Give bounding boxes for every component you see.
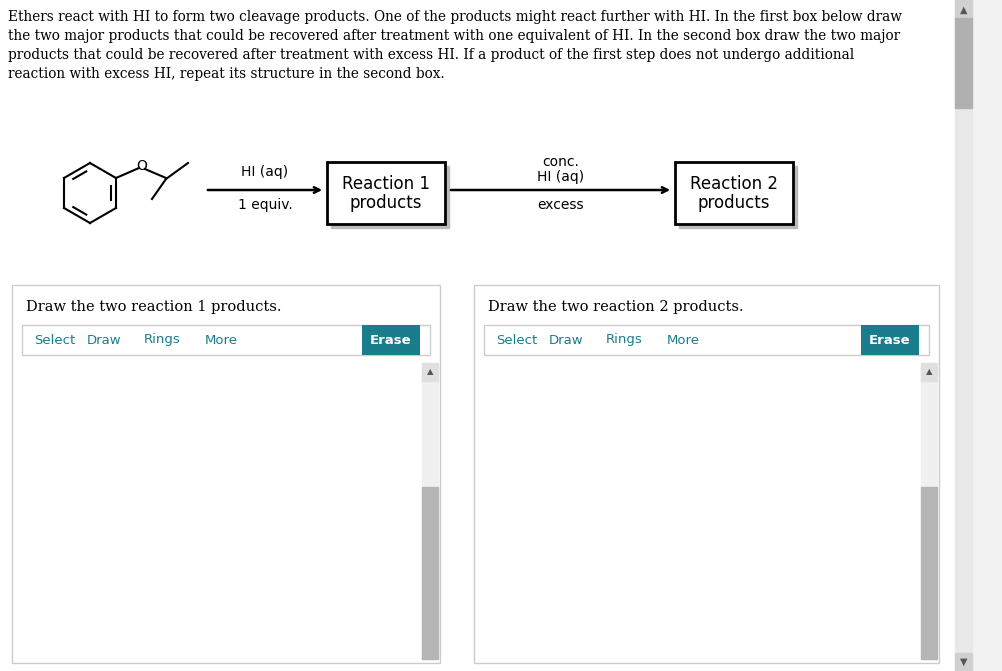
Bar bbox=[484, 325, 928, 355]
Bar bbox=[422, 487, 438, 659]
Text: Ethers react with HI to form two cleavage products. One of the products might re: Ethers react with HI to form two cleavag… bbox=[8, 10, 901, 24]
Text: Reaction 2: Reaction 2 bbox=[689, 175, 778, 193]
Text: Draw the two reaction 2 products.: Draw the two reaction 2 products. bbox=[488, 300, 742, 314]
Text: ▲: ▲ bbox=[925, 368, 931, 376]
Text: ▼: ▼ bbox=[959, 657, 966, 667]
Text: conc.: conc. bbox=[541, 155, 578, 169]
Text: Erase: Erase bbox=[370, 333, 412, 346]
Bar bbox=[422, 363, 438, 381]
Bar bbox=[331, 166, 449, 228]
Text: Select: Select bbox=[496, 333, 537, 346]
Bar bbox=[474, 285, 938, 663]
Text: 1 equiv.: 1 equiv. bbox=[237, 198, 293, 212]
Text: HI (aq): HI (aq) bbox=[241, 165, 289, 179]
Text: products: products bbox=[697, 194, 770, 212]
Text: products that could be recovered after treatment with excess HI. If a product of: products that could be recovered after t… bbox=[8, 48, 854, 62]
Bar bbox=[362, 325, 420, 355]
Bar bbox=[954, 0, 971, 671]
Bar bbox=[860, 325, 918, 355]
Text: Draw the two reaction 1 products.: Draw the two reaction 1 products. bbox=[26, 300, 282, 314]
Bar bbox=[678, 166, 797, 228]
Bar bbox=[327, 162, 445, 224]
Text: excess: excess bbox=[537, 198, 583, 212]
Text: products: products bbox=[350, 194, 422, 212]
Text: Select: Select bbox=[34, 333, 75, 346]
Text: Draw: Draw bbox=[548, 333, 583, 346]
Text: ▲: ▲ bbox=[959, 5, 966, 15]
Text: More: More bbox=[666, 333, 699, 346]
Bar bbox=[954, 18, 971, 108]
Bar bbox=[674, 162, 793, 224]
Text: ▲: ▲ bbox=[426, 368, 433, 376]
Bar bbox=[920, 487, 936, 659]
Text: More: More bbox=[204, 333, 237, 346]
Bar bbox=[954, 653, 971, 671]
Text: Erase: Erase bbox=[869, 333, 910, 346]
Text: O: O bbox=[136, 159, 147, 173]
Text: Rings: Rings bbox=[605, 333, 642, 346]
Bar bbox=[920, 363, 936, 659]
Bar bbox=[954, 0, 971, 18]
Bar bbox=[22, 325, 430, 355]
Text: reaction with excess HI, repeat its structure in the second box.: reaction with excess HI, repeat its stru… bbox=[8, 67, 444, 81]
Text: HI (aq): HI (aq) bbox=[536, 170, 583, 184]
Bar bbox=[12, 285, 440, 663]
Text: the two major products that could be recovered after treatment with one equivale: the two major products that could be rec… bbox=[8, 29, 899, 43]
Text: Rings: Rings bbox=[144, 333, 180, 346]
Bar bbox=[920, 363, 936, 381]
Text: Reaction 1: Reaction 1 bbox=[342, 175, 430, 193]
Text: Draw: Draw bbox=[87, 333, 121, 346]
Bar bbox=[422, 363, 438, 659]
